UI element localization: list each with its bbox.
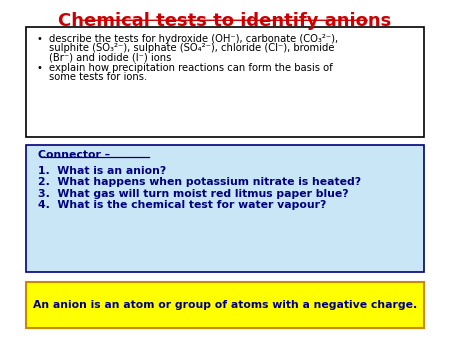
Text: explain how precipitation reactions can form the basis of: explain how precipitation reactions can …: [49, 63, 333, 73]
FancyBboxPatch shape: [26, 27, 424, 137]
Text: 4.  What is the chemical test for water vapour?: 4. What is the chemical test for water v…: [39, 200, 327, 210]
FancyBboxPatch shape: [26, 145, 424, 272]
Text: (Br⁻) and iodide (I⁻) ions: (Br⁻) and iodide (I⁻) ions: [49, 53, 171, 63]
Text: An anion is an atom or group of atoms with a negative charge.: An anion is an atom or group of atoms wi…: [33, 300, 417, 310]
Text: some tests for ions.: some tests for ions.: [49, 72, 147, 82]
Text: Connector –: Connector –: [39, 150, 111, 161]
Text: sulphite (SO₃²⁻), sulphate (SO₄²⁻), chloride (Cl⁻), bromide: sulphite (SO₃²⁻), sulphate (SO₄²⁻), chlo…: [49, 43, 334, 53]
Text: •: •: [36, 34, 42, 44]
FancyBboxPatch shape: [26, 282, 424, 328]
Text: describe the tests for hydroxide (OH⁻), carbonate (CO₃²⁻),: describe the tests for hydroxide (OH⁻), …: [49, 34, 338, 44]
Text: 2.  What happens when potassium nitrate is heated?: 2. What happens when potassium nitrate i…: [39, 177, 362, 187]
Text: •: •: [36, 63, 42, 73]
Text: 1.  What is an anion?: 1. What is an anion?: [39, 166, 167, 176]
Text: Chemical tests to identify anions: Chemical tests to identify anions: [58, 12, 392, 30]
Text: 3.  What gas will turn moist red litmus paper blue?: 3. What gas will turn moist red litmus p…: [39, 189, 349, 199]
